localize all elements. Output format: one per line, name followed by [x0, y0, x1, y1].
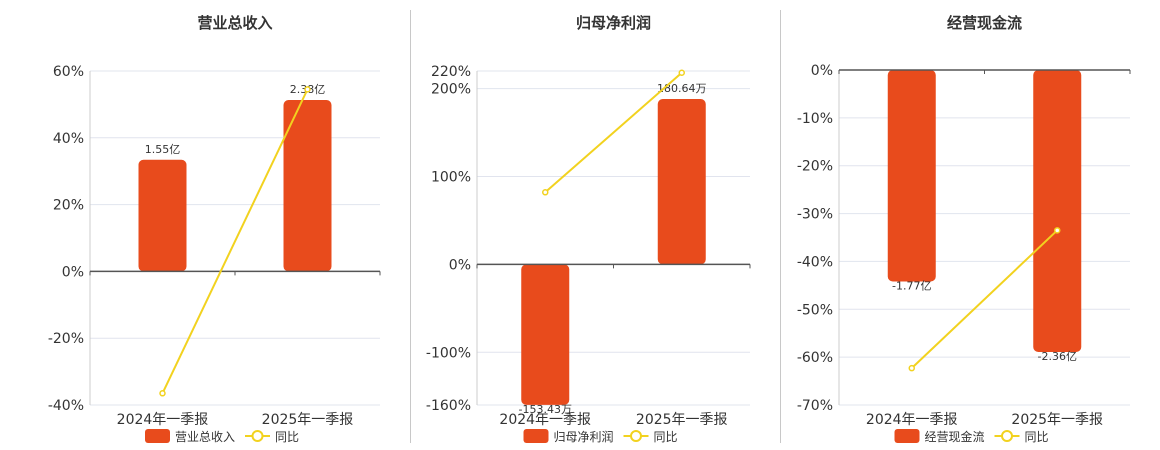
panel-divider	[780, 10, 781, 443]
yoy-point	[159, 390, 166, 397]
yoy-point	[542, 189, 549, 196]
y-tick-label: -40%	[797, 254, 833, 270]
y-tick-label: 20%	[53, 198, 84, 214]
legend-line-label: 同比	[654, 430, 678, 444]
bar	[1033, 70, 1082, 352]
legend-line-marker	[630, 430, 642, 442]
yoy-point	[304, 86, 311, 93]
legend-line-label: 同比	[1025, 430, 1049, 444]
y-tick-label: -50%	[797, 302, 833, 318]
y-tick-label: 40%	[53, 131, 84, 147]
y-tick-label: 0%	[62, 264, 84, 280]
panel-divider	[410, 10, 411, 443]
y-tick-label: -60%	[797, 350, 833, 366]
yoy-line	[911, 229, 1058, 369]
legend-bar-swatch	[145, 429, 170, 443]
y-tick-label: -100%	[426, 345, 471, 361]
bar-data-label: 180.64万	[657, 82, 707, 95]
cashflow-chart: 经营现金流 0% -10% -20% -30% -40% -50% -60% -70% -1.77…	[797, 14, 1131, 444]
legend-bar-label: 归母净利润	[554, 430, 614, 444]
y-tick-label: -30%	[797, 207, 833, 223]
chart-panel-cashflow: 经营现金流 0% -10% -20% -30% -40% -50% -60% -70% -1.77…	[755, 0, 1131, 450]
y-tick-label: 60%	[53, 64, 84, 80]
y-tick-label: 100%	[431, 169, 471, 185]
y-tick-label: -160%	[426, 398, 471, 414]
yoy-point	[908, 364, 915, 372]
bar	[138, 159, 187, 272]
y-tick-label: 200%	[431, 82, 471, 98]
revenue-chart: 营业总收入60%40%20%0%-20%-40%1.55亿2.38亿2024年一…	[48, 14, 381, 444]
legend-bar-label: 经营现金流	[925, 429, 985, 444]
legend-line-label: 同比	[275, 430, 299, 444]
x-tick-label: 2025年一季报	[636, 412, 728, 428]
bar-data-label: -1.77亿	[892, 280, 931, 293]
legend-bar-swatch	[894, 429, 920, 443]
chart-panel-revenue: 营业总收入60%40%20%0%-20%-40%1.55亿2.38亿2024年一…	[0, 0, 381, 450]
yoy-line	[544, 72, 683, 194]
legend-line-marker	[251, 430, 264, 442]
yoy-point	[678, 69, 685, 77]
y-tick-label: 0%	[449, 257, 471, 273]
bar-data-label: -153.43万	[519, 403, 572, 416]
bar-data-label: 1.55亿	[145, 143, 181, 156]
x-tick-label: 2024年一季报	[117, 412, 209, 428]
y-tick-label: -20%	[48, 331, 84, 347]
yoy-point	[1054, 227, 1061, 234]
bar	[521, 264, 570, 405]
bar	[887, 70, 936, 282]
bar	[283, 100, 332, 272]
chart-title: 经营现金流	[947, 14, 1022, 32]
bar	[657, 99, 706, 265]
y-tick-label: -40%	[48, 398, 84, 414]
legend-line-marker	[1001, 430, 1013, 442]
x-tick-label: 2025年一季报	[262, 412, 354, 428]
chart-panel-net-profit: 归母净利润 220% 200% 100% 0% -100% -160% -153.43万 180…	[385, 0, 755, 450]
y-tick-label: -20%	[797, 159, 833, 175]
y-tick-label: 220%	[431, 64, 471, 80]
x-tick-label: 2024年一季报	[866, 412, 958, 428]
yoy-line	[161, 88, 309, 394]
chart-title: 营业总收入	[197, 14, 272, 32]
y-tick-label: -10%	[797, 111, 833, 127]
legend-bar-swatch	[523, 429, 549, 443]
x-tick-label: 2025年一季报	[1011, 412, 1103, 428]
y-tick-label: 0%	[811, 63, 833, 79]
x-tick-label: 2024年一季报	[499, 412, 591, 428]
legend-bar-label: 营业总收入	[175, 430, 235, 444]
y-tick-label: -70%	[797, 398, 833, 414]
net-profit-chart: 归母净利润 220% 200% 100% 0% -100% -160% -153.43万 180…	[426, 14, 751, 444]
bar-data-label: -2.36亿	[1038, 350, 1077, 363]
chart-title: 归母净利润	[576, 14, 651, 32]
